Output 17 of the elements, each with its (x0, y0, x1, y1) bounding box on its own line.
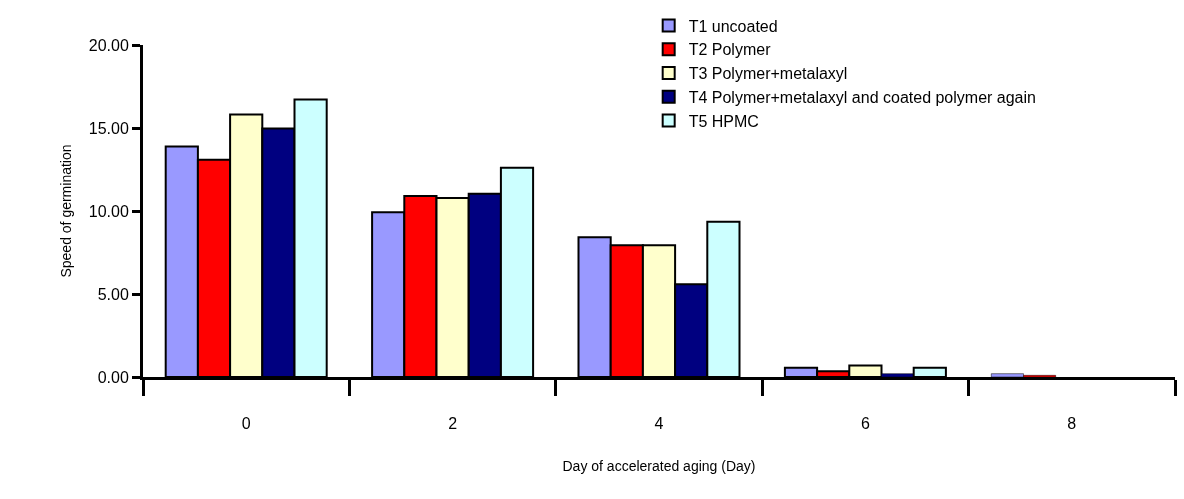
y-tick-label: 0.00 (97, 368, 129, 386)
x-tick-label: 6 (860, 415, 870, 433)
legend-label: T4 Polymer+metalaxyl and coated polymer again (688, 89, 1036, 107)
x-axis-title: Day of accelerated aging (Day) (562, 457, 756, 474)
y-axis-title: Speed of germination (58, 144, 75, 278)
y-tick-label: 20.00 (88, 36, 129, 54)
x-tick-label: 0 (241, 415, 251, 433)
y-tick-label: 10.00 (88, 202, 129, 220)
legend-label: T1 uncoated (688, 17, 778, 35)
y-tick-label: 15.00 (88, 119, 129, 137)
y-tick-label: 5.00 (97, 285, 129, 303)
legend-label: T2 Polymer (688, 41, 772, 59)
legend-label: T3 Polymer+metalaxyl (688, 65, 848, 83)
x-tick-label: 2 (448, 415, 458, 433)
x-tick-label: 8 (1067, 415, 1077, 433)
legend-label: T5 HPMC (688, 112, 759, 130)
x-tick-label: 4 (654, 415, 664, 433)
